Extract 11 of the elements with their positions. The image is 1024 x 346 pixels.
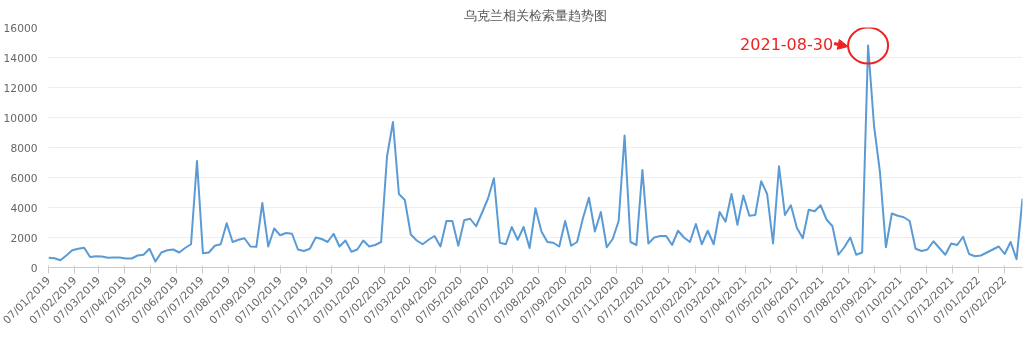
- y-tick-label: 16000: [3, 21, 38, 35]
- y-tick-label: 6000: [10, 171, 38, 185]
- y-tick-label: 0: [30, 261, 38, 275]
- y-tick-label: 14000: [3, 51, 38, 65]
- y-tick-label: 12000: [3, 81, 38, 95]
- y-tick-label: 4000: [10, 201, 38, 215]
- y-tick-label: 2000: [10, 231, 38, 245]
- y-tick-label: 10000: [3, 111, 38, 125]
- chart-title: 乌克兰相关检索量趋势图: [464, 7, 607, 23]
- y-tick-label: 8000: [10, 141, 38, 155]
- annotation: 2021-08-30: [740, 34, 834, 54]
